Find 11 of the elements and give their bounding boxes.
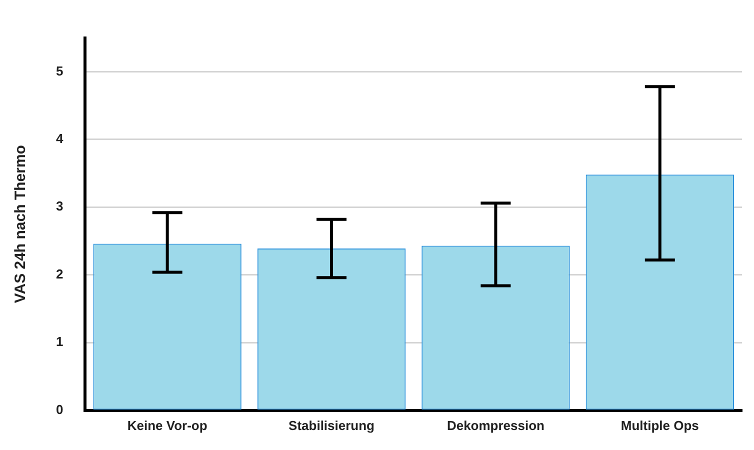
y-tick-label: 0	[56, 402, 64, 417]
y-axis-title: VAS 24h nach Thermo	[12, 145, 30, 304]
x-tick-label: Stabilisierung	[288, 418, 375, 433]
y-tick-label: 1	[56, 334, 64, 350]
y-tick-label: 5	[56, 63, 64, 78]
x-tick-label: Dekompression	[446, 418, 545, 433]
y-tick-label: 2	[56, 266, 64, 282]
y-tick-label: 3	[56, 198, 64, 214]
x-tick-label: Multiple Ops	[620, 418, 699, 433]
y-tick-label: 4	[56, 130, 64, 146]
x-tick-label: Keine Vor-op	[127, 418, 208, 433]
